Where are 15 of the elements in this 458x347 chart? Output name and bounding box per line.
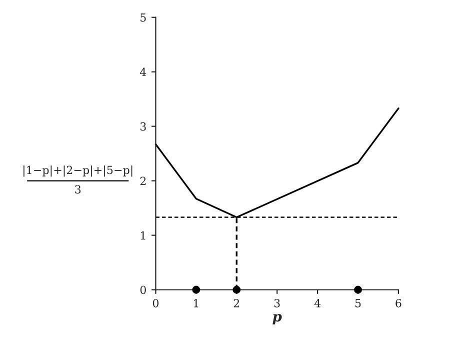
y-tick-label: 1 <box>140 231 146 240</box>
x-tick-label: 2 <box>234 298 240 308</box>
y-tick-label: 4 <box>140 68 146 76</box>
x-tick-label: 5 <box>355 299 361 308</box>
y-tick-label: 3 <box>140 122 146 131</box>
y-tick-label: 0 <box>140 286 146 294</box>
x-tick-label: 6 <box>396 298 402 308</box>
x-tick-label: 4 <box>314 298 321 308</box>
y-axis-title: |1−p|+|2−p|+|5−p| 3 <box>24 166 132 194</box>
x-tick-label: 1 <box>194 298 198 308</box>
y-tick-label: 5 <box>140 13 146 22</box>
y-tick-label: 2 <box>140 176 146 186</box>
x-tick-label: 3 <box>274 298 280 308</box>
x-axis-title: p <box>272 314 282 324</box>
x-tick-label: 0 <box>152 298 159 308</box>
